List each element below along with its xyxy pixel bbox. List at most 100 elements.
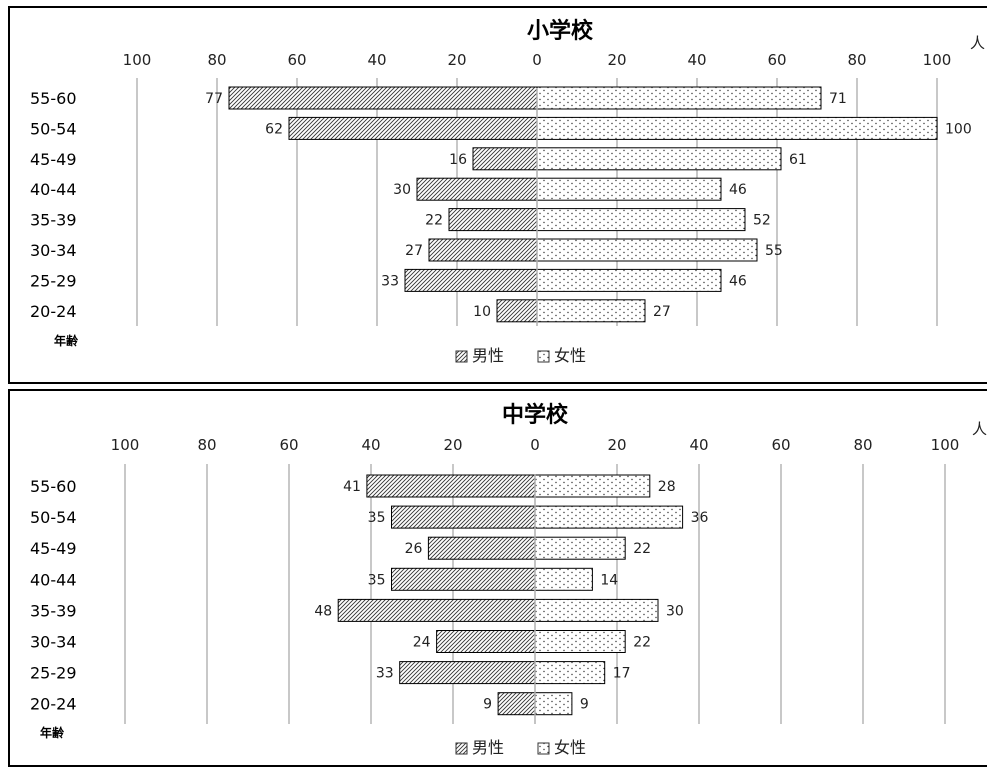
category-label: 35-39 [30,211,77,230]
category-label: 50-54 [30,508,77,527]
chart-title: 小学校 [527,18,594,44]
male-bar [337,598,536,622]
female-bar [534,630,626,653]
elementary-school-chart: 小学校 人 100 80 60 40 20 0 20 40 60 80 100 55-60 77 71 50-5… [30,18,985,365]
legend-swatch-female [537,350,550,363]
category-label: 20-24 [30,695,77,714]
female-value-label: 46 [729,273,747,289]
female-bar [534,598,659,622]
male-value-label: 35 [368,510,386,526]
male-value-label: 33 [376,666,394,682]
male-bar [391,567,536,591]
tick-label: 60 [771,436,790,454]
male-bar [448,208,538,232]
female-bar [536,116,938,140]
female-bar [536,147,782,171]
tick-label: 80 [197,436,216,454]
male-bar [366,474,536,498]
male-bar [288,116,538,140]
tick-label: 100 [111,436,140,454]
male-value-label: 24 [413,635,431,651]
female-value-label: 36 [691,510,709,526]
male-bar [404,268,538,292]
male-value-label: 35 [368,572,386,588]
legend-label-male: 男性 [472,346,504,365]
legend-label-female: 女性 [554,346,586,365]
junior-high-school-panel: 中学校人 100 80 60 40 20 0 20 40 60 80 100 55-60 41 28 50-5… [8,389,987,767]
female-bar [536,268,722,292]
tick-label: 20 [443,436,462,454]
legend-swatch-female [537,742,550,755]
female-bar [534,474,651,498]
category-label: 25-29 [30,664,77,683]
female-value-label: 22 [633,541,651,557]
category-label: 35-39 [30,601,77,620]
chart-title: 中学校 [502,402,569,428]
category-label: 25-29 [30,271,77,290]
tick-label: 100 [931,436,960,454]
tick-label: 40 [687,51,706,69]
category-label: 50-54 [30,119,77,138]
male-value-label: 33 [381,273,399,289]
male-bar [228,86,538,110]
category-label: 55-60 [30,477,77,496]
legend-label-female: 女性 [554,738,586,757]
female-value-label: 61 [789,152,807,168]
category-label: 40-44 [30,570,77,589]
category-label: 20-24 [30,302,77,321]
male-bar [427,536,536,560]
age-axis-label: 年齢 [54,333,79,348]
female-value-label: 17 [613,666,631,682]
female-bar [534,536,626,560]
tick-label: 20 [447,51,466,69]
male-value-label: 62 [265,121,283,137]
unit-label: 人 [972,420,987,438]
female-value-label: 30 [666,603,684,619]
female-value-label: 46 [729,182,747,198]
male-value-label: 9 [483,697,492,713]
male-bar [391,505,536,529]
male-bar [472,147,538,171]
female-value-label: 28 [658,479,676,495]
legend-swatch-male [455,742,468,755]
tick-label: 100 [923,51,952,69]
tick-label: 80 [853,436,872,454]
female-value-label: 55 [765,243,783,259]
female-bar [534,505,684,529]
male-bar [428,238,538,262]
tick-label: 60 [767,51,786,69]
category-label: 40-44 [30,180,77,199]
male-bar [436,630,536,653]
tick-label: 0 [532,51,542,69]
category-label: 30-34 [30,241,77,260]
male-value-label: 30 [393,182,411,198]
tick-label: 80 [207,51,226,69]
unit-label: 人 [970,34,985,52]
female-value-label: 22 [633,635,651,651]
tick-label: 40 [361,436,380,454]
female-bar [534,692,573,716]
female-value-label: 9 [580,697,589,713]
female-value-label: 14 [600,572,618,588]
female-bar [534,567,593,591]
female-value-label: 52 [753,213,771,229]
tick-label: 60 [279,436,298,454]
male-bar [496,299,538,323]
female-bar [536,238,758,262]
male-value-label: 27 [405,243,423,259]
tick-label: 40 [367,51,386,69]
male-value-label: 41 [343,479,361,495]
tick-label: 20 [607,436,626,454]
age-axis-label: 年齢 [40,725,65,740]
male-value-label: 16 [449,152,467,168]
female-bar [534,661,606,685]
legend-swatch-male [455,350,468,363]
category-label: 45-49 [30,539,77,558]
male-bar [497,692,536,716]
female-bar [536,299,646,323]
category-label: 30-34 [30,633,77,652]
elementary-school-panel: 小学校人 100 80 60 40 20 0 20 40 60 80 100 55-60 77 71 50-5… [8,6,987,384]
male-value-label: 26 [405,541,423,557]
male-value-label: 48 [314,603,332,619]
